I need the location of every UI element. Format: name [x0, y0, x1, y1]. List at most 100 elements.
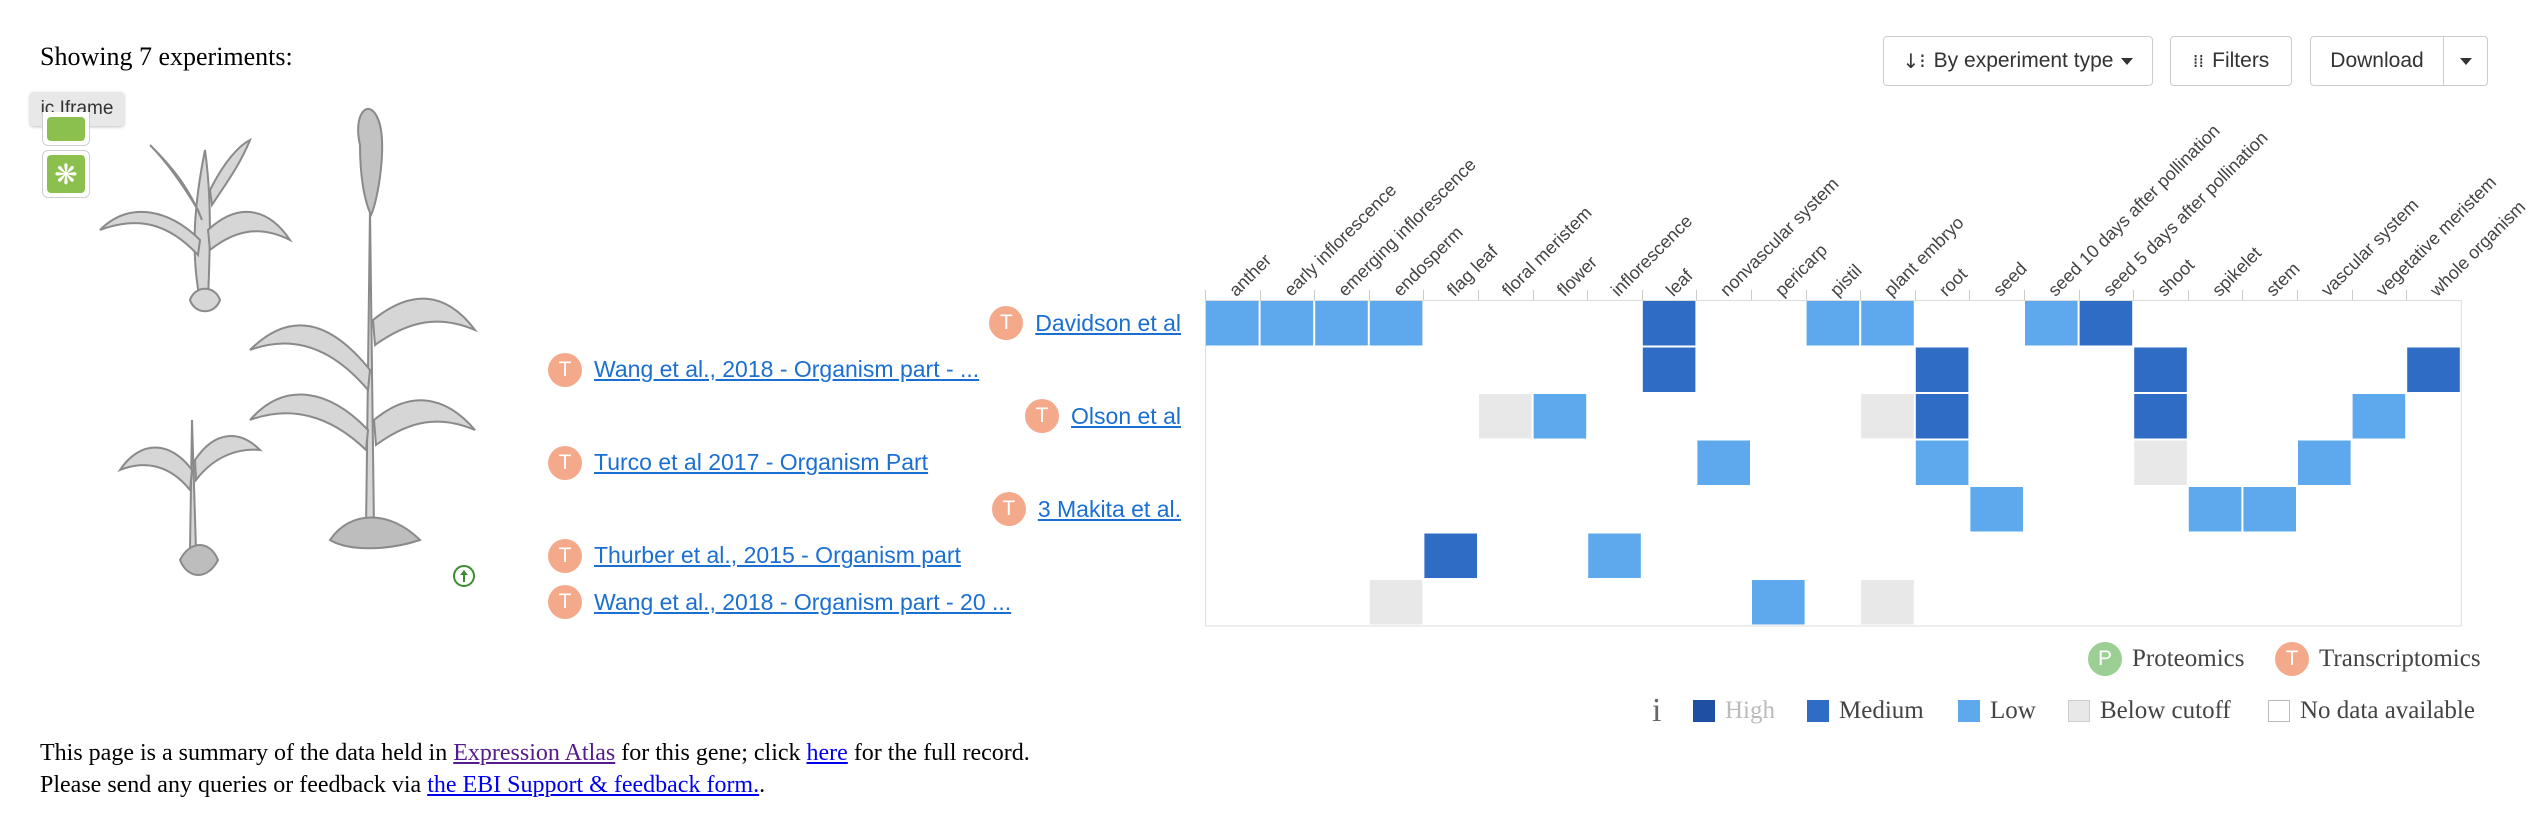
column-header[interactable]: shoot [2153, 254, 2199, 301]
footer-text: Please send any queries or feedback via [40, 772, 428, 798]
column-header[interactable]: vascular system [2317, 194, 2423, 301]
experiment-link[interactable]: 3 Makita et al. [1037, 495, 1181, 522]
full-record-link[interactable]: here [806, 740, 848, 766]
download-button[interactable]: Download [2310, 36, 2444, 86]
legend-proteomics-label: Proteomics [2132, 645, 2245, 672]
column-header[interactable]: root [1934, 264, 1971, 301]
legend-below-label: Below cutoff [2100, 697, 2231, 724]
column-tick [1259, 290, 1261, 300]
experiment-link[interactable]: Wang et al., 2018 - Organism part - 20 .… [594, 588, 1012, 615]
heatmap-cell[interactable] [1915, 347, 1969, 393]
heatmap-cell[interactable] [2407, 347, 2460, 393]
column-tick [1914, 290, 1916, 300]
sort-label: By experiment type [1933, 49, 2114, 72]
column-tick [2406, 290, 2408, 300]
heatmap-cell[interactable] [1861, 301, 1914, 346]
heatmap-cell[interactable] [2188, 487, 2242, 532]
transcriptomics-badge: T [989, 306, 1024, 340]
transcriptomics-badge: T [2275, 642, 2309, 676]
column-header[interactable]: spikelet [2207, 242, 2266, 301]
download-options-button[interactable] [2443, 36, 2488, 86]
legend-no-data: No data available [2268, 697, 2475, 725]
heatmap-cell[interactable] [1861, 394, 1914, 439]
column-header[interactable]: whole organism [2426, 196, 2530, 301]
anatomogram-selector-flower[interactable]: ❋ [42, 150, 90, 198]
footer-text: for this gene; click [615, 740, 807, 766]
legend-medium-label: Medium [1839, 697, 1924, 724]
heatmap-cell[interactable] [1642, 301, 1696, 346]
legend-transcriptomics: T Transcriptomics [2275, 642, 2481, 676]
sort-dropdown-button[interactable]: ↓⁝ By experiment type [1883, 36, 2153, 86]
heatmap-cell[interactable] [1424, 533, 1477, 579]
experiment-row-label: T Wang et al., 2018 - Organism part - ... [548, 350, 979, 390]
chevron-down-icon [2121, 57, 2134, 65]
column-tick [1368, 290, 1370, 300]
heatmap-cell[interactable] [1915, 440, 1969, 486]
heatmap-cell[interactable] [1806, 301, 1860, 346]
heatmap-cell[interactable] [1588, 533, 1641, 579]
heatmap-cell[interactable] [1861, 580, 1914, 625]
heatmap-cell[interactable] [1315, 301, 1368, 346]
flower-icon: ❋ [47, 155, 85, 193]
column-tick [1696, 290, 1698, 300]
heatmap-cell[interactable] [2134, 347, 2187, 393]
download-label: Download [2330, 49, 2424, 72]
transcriptomics-badge: T [548, 585, 582, 619]
experiment-link[interactable]: Turco et al 2017 - Organism Part [594, 449, 929, 475]
heatmap-cell[interactable] [1697, 440, 1750, 486]
column-tick [1969, 290, 1971, 300]
heatmap-cell[interactable] [2352, 394, 2406, 439]
feedback-form-link[interactable]: the EBI Support & feedback form. [427, 772, 760, 798]
transcriptomics-badge: T [991, 492, 1026, 526]
experiment-row-label: T Davidson et al [989, 303, 1181, 343]
heatmap-cell[interactable] [1915, 394, 1969, 439]
chevron-down-icon [2459, 57, 2472, 65]
expression-atlas-link[interactable]: Expression Atlas [453, 740, 616, 766]
heatmap-cell[interactable] [2134, 394, 2187, 439]
expression-heatmap[interactable] [1205, 300, 2470, 630]
experiment-link[interactable]: Davidson et al [1035, 309, 1181, 336]
column-header[interactable]: anther [1225, 249, 1276, 301]
legend-below-swatch [2068, 700, 2090, 722]
heatmap-cell[interactable] [2025, 301, 2078, 346]
column-tick [1587, 290, 1589, 300]
heatmap-cell[interactable] [1206, 301, 1259, 346]
experiment-link[interactable]: Olson et al [1071, 402, 1181, 429]
heatmap-cell[interactable] [2243, 487, 2296, 532]
legend-medium: Medium [1807, 697, 1924, 725]
footer-text: for the full record. [847, 740, 1030, 766]
legend-proteomics: P Proteomics [2088, 642, 2245, 676]
heatmap-cell[interactable] [1970, 487, 2023, 532]
heatmap-cell[interactable] [1369, 301, 1423, 346]
transcriptomics-badge: T [548, 445, 582, 480]
column-tick [2351, 290, 2353, 300]
column-header[interactable]: stem [2262, 258, 2305, 301]
info-circle-icon[interactable] [452, 564, 476, 588]
heatmap-cell[interactable] [1642, 347, 1696, 393]
legend-nodata-swatch [2268, 700, 2290, 722]
legend-low-swatch [1958, 700, 1980, 722]
heatmap-cell[interactable] [1533, 394, 1587, 439]
heatmap-cell[interactable] [1752, 580, 1805, 625]
experiment-link[interactable]: Wang et al., 2018 - Organism part - ... [594, 356, 980, 382]
experiment-link[interactable]: Thurber et al., 2015 - Organism part [594, 542, 961, 568]
column-tick [2297, 290, 2298, 300]
heatmap-cell[interactable] [2079, 301, 2133, 346]
heatmap-cell[interactable] [1369, 580, 1423, 625]
legend-below-cutoff: Below cutoff [2068, 697, 2231, 725]
experiment-row-label: T Wang et al., 2018 - Organism part - 20 … [548, 582, 1011, 622]
filters-button[interactable]: ⁞⁞ Filters [2170, 36, 2292, 86]
anatomogram-selector-plant[interactable] [42, 112, 90, 146]
heatmap-cell[interactable] [2134, 440, 2187, 486]
transcriptomics-badge: T [548, 352, 582, 387]
legend-transcriptomics-label: Transcriptomics [2319, 645, 2481, 672]
column-header[interactable]: seed [1989, 258, 2032, 301]
column-header[interactable]: leaf [1661, 265, 1697, 301]
plant-anatomogram[interactable] [90, 90, 490, 590]
legend-high: High [1693, 697, 1775, 725]
column-header[interactable]: flower [1552, 252, 1601, 301]
heatmap-cell[interactable] [2298, 440, 2351, 486]
heatmap-cell[interactable] [1260, 301, 1314, 346]
heatmap-cell[interactable] [1479, 394, 1532, 439]
info-icon[interactable]: i [1652, 692, 1662, 729]
